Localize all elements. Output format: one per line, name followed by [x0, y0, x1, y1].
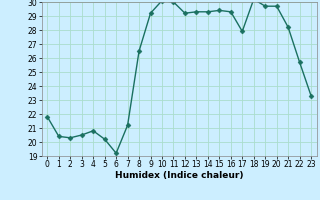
- X-axis label: Humidex (Indice chaleur): Humidex (Indice chaleur): [115, 171, 244, 180]
